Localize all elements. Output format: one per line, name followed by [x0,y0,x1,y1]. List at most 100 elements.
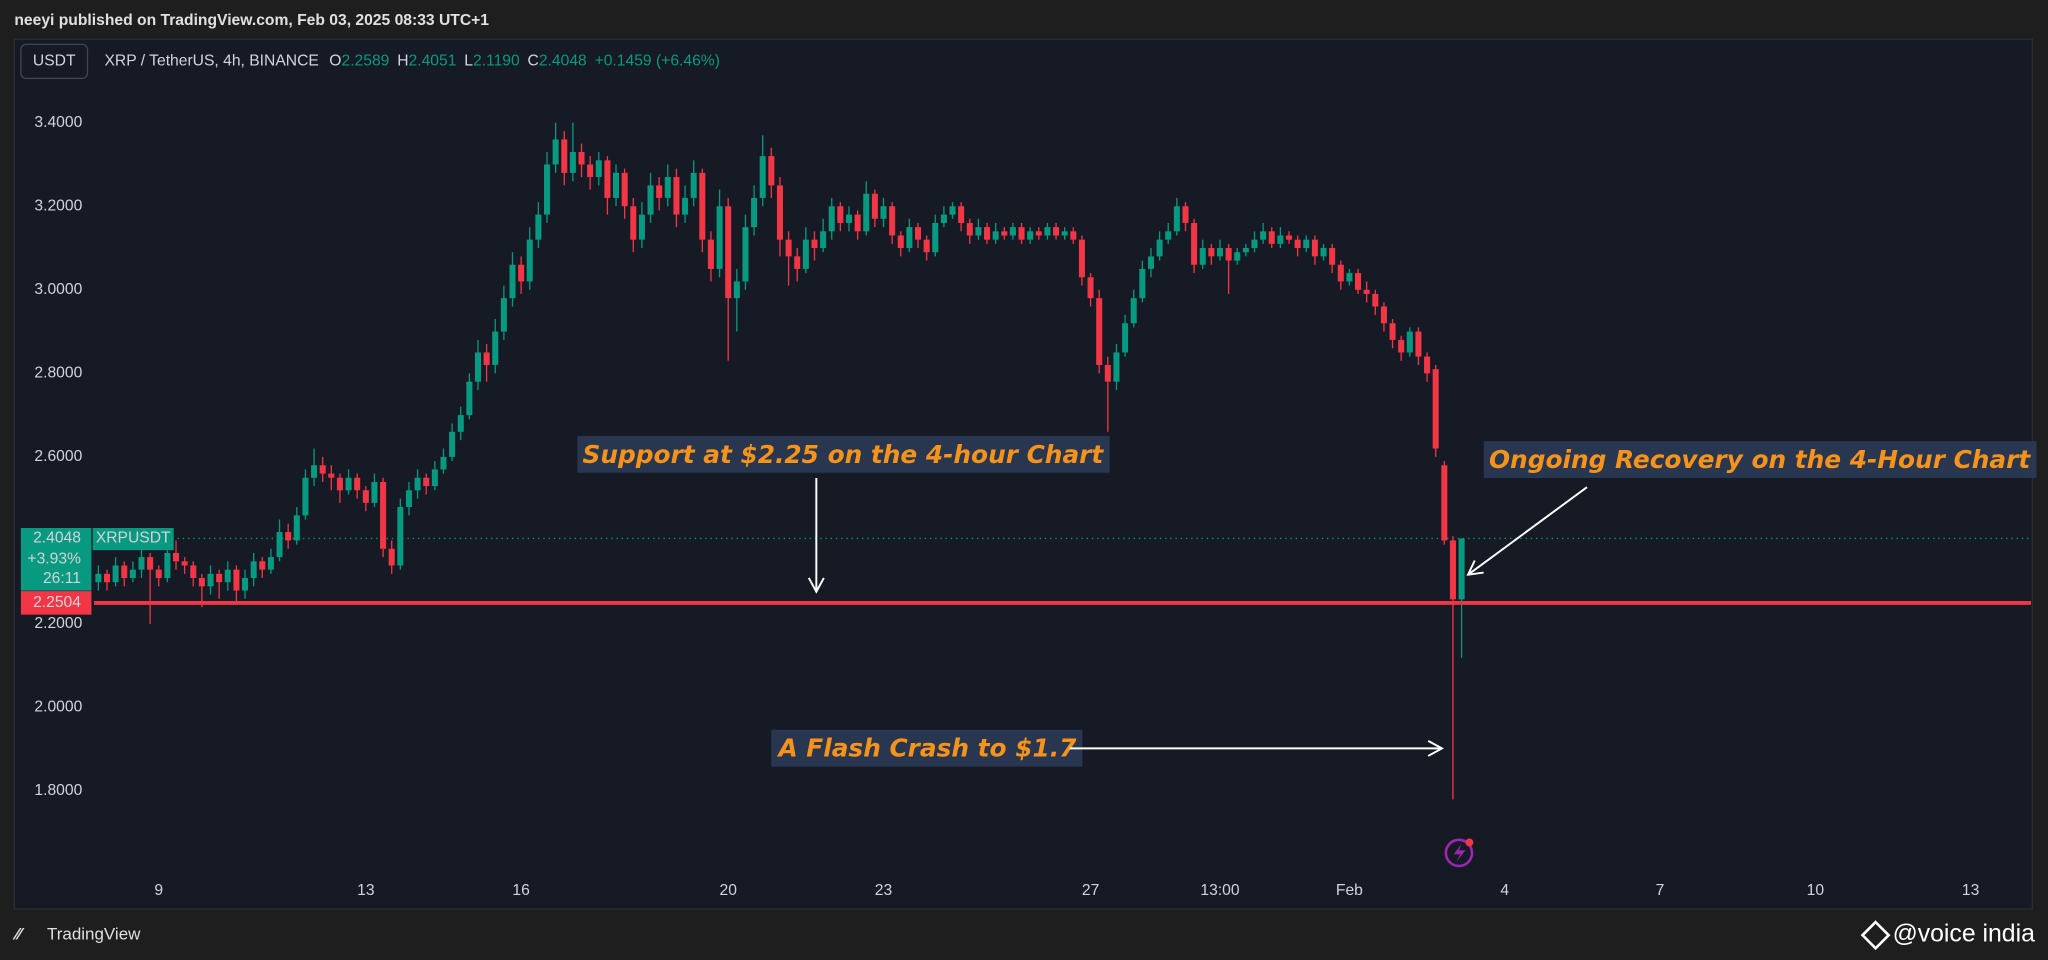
candle-body [311,465,318,478]
x-tick-label: 13 [357,882,375,899]
candle-body [1001,231,1008,236]
candle-body [1449,540,1456,600]
candle-body [776,185,783,240]
candle-body [216,573,223,583]
candle-body [155,569,162,579]
candle-body [1018,227,1025,240]
candle-body [440,456,447,470]
candle-body [1268,231,1275,244]
last-price-label: 2.4048 [33,530,81,547]
candle-body [1251,239,1258,249]
legend-value: 2.4051 [409,53,457,70]
candle-body [966,222,973,236]
x-tick-label: 10 [1807,882,1825,899]
candle-body [259,561,266,570]
candle-body [569,151,576,173]
candle-body [371,481,378,503]
candle-body [302,477,309,516]
candle-body [975,227,982,236]
candle-body [1311,239,1318,257]
annotation-box [577,435,1110,473]
candle-body [1415,331,1422,357]
candle-body [414,477,421,491]
candle-body [984,227,991,240]
candle-body [682,197,689,215]
candle-body [906,227,913,249]
arrow-head [807,577,825,594]
candle-body [1372,293,1379,307]
candle-body [492,331,499,365]
candle-body [535,214,542,240]
candle-body [1053,227,1060,236]
candle-body [759,156,766,198]
candle-body [457,415,464,432]
candle-body [630,206,637,240]
annotation: Ongoing Recovery on the 4-Hour Chart [1483,441,2037,478]
candle-body [362,490,369,503]
y-tick-label: 3.2000 [34,197,82,214]
annotation-text: Support at $2.25 on the 4-hour Chart [583,440,1105,469]
legend-value: 2.4048 [539,53,587,70]
candle-body [388,548,395,566]
candle-body [242,578,249,591]
currency-button[interactable] [20,43,89,80]
x-tick-label: 4 [1500,882,1509,899]
candle-body [1225,248,1232,261]
x-tick-label: Feb [1336,882,1363,899]
header-text: neeyi published on TradingView.com, Feb … [14,12,489,29]
legend-change: +0.1459 (+6.46%) [595,53,720,70]
symbol-tag [92,527,174,551]
y-tick-label: 1.8000 [34,782,82,799]
candle-body [500,298,507,332]
candle-body [664,177,671,198]
candle-body [638,214,645,240]
candle-body [423,477,430,487]
x-tick-label: 23 [875,882,893,899]
support-tag [20,591,92,615]
legend-key: H [397,53,408,70]
candle-body [1096,298,1103,365]
y-tick-label: 3.0000 [34,281,82,298]
candle-body [1363,289,1370,294]
candle-body [845,214,853,223]
candle-body [267,557,274,570]
candle-body [578,151,585,165]
candle-body [319,465,326,474]
candle-body [380,481,387,549]
candle-body [958,206,965,223]
lightning-icon[interactable] [1444,838,1474,868]
footer-brand: TradingView [47,925,141,944]
candle-body [1070,231,1077,240]
legend: XRP / TetherUS, 4h, BINANCE O2.2589 H2.405… [104,53,719,70]
candle-body [1147,256,1154,269]
legend-value: 2.1190 [473,53,520,70]
lightning-glyph [1453,843,1466,863]
y-tick-label: 2.6000 [34,448,82,465]
legend-text: XRP / TetherUS, 4h, BINANCE O2.2589 H2.405… [104,53,719,70]
candle-body [449,431,456,457]
candle-body [604,160,611,198]
y-tick-label: 2.0000 [34,699,82,716]
candle-body [1234,252,1241,261]
candle-body [1432,369,1439,449]
candle-body [733,281,740,299]
candle-body [1303,239,1310,249]
candle-body [863,193,870,232]
candle-body [897,235,904,249]
candle-body [656,185,663,198]
candle-body [1398,339,1405,353]
candle-body [1173,206,1180,232]
candle-body [880,206,887,219]
candle-body [552,139,559,165]
candle-body [707,239,714,269]
annotation-box [771,729,1083,767]
candle-body [181,561,188,566]
notification-dot [1465,838,1474,847]
candle-body [1044,227,1051,236]
currency-button-label[interactable]: USDT [33,53,76,70]
x-tick-label: 13 [1962,882,1980,899]
candle-body [1277,235,1284,244]
candle-body [1355,273,1362,290]
annotation-text: A Flash Crash to $1.7 [776,734,1077,763]
candle-body [250,561,257,579]
